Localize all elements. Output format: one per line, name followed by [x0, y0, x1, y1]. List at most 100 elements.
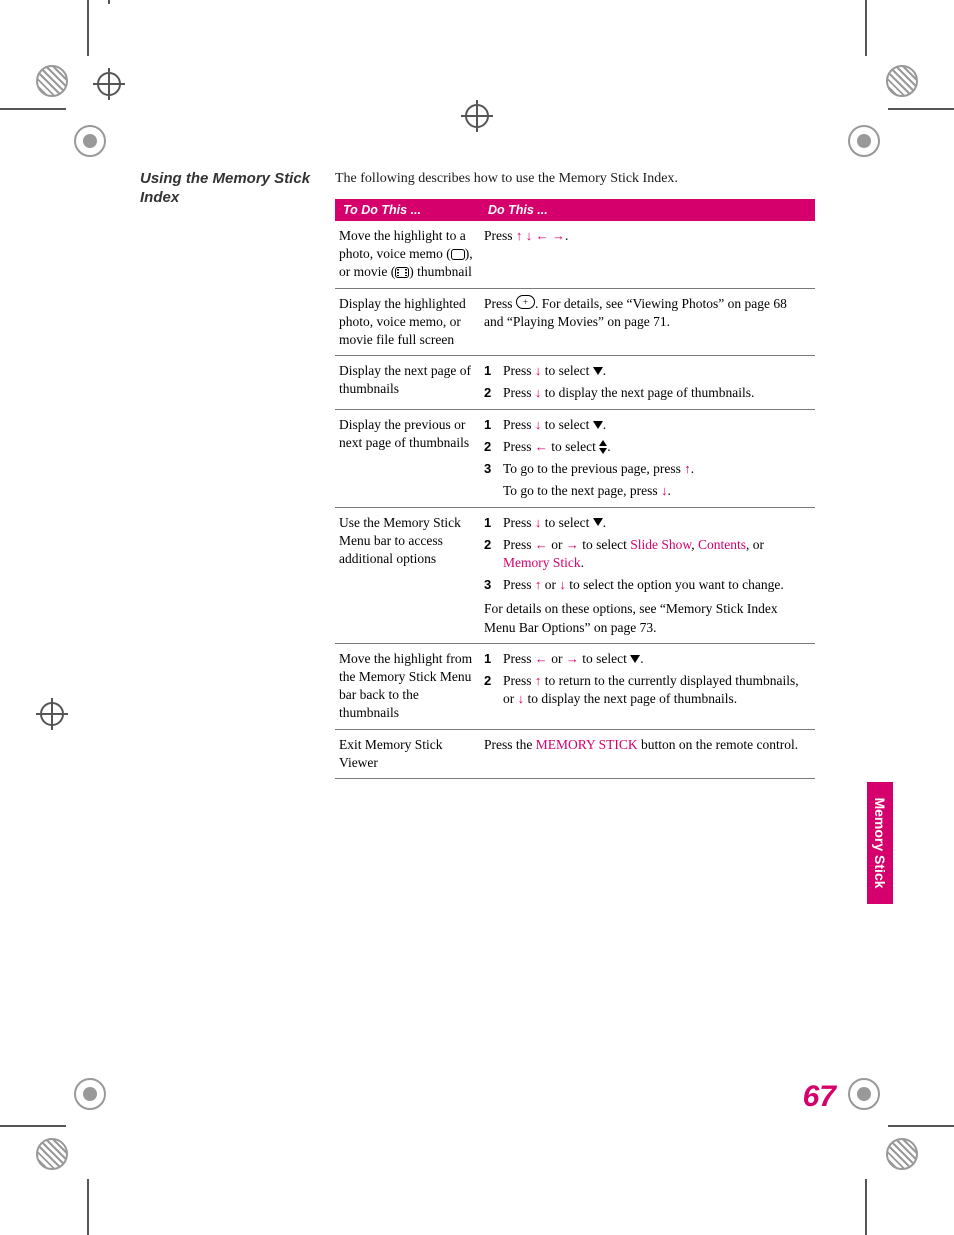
section-tab: Memory Stick — [867, 782, 893, 904]
step-item: 3 Press ↑ or ↓ to select the option you w… — [484, 576, 807, 594]
step-item: 1 Press ↓ to select . — [484, 362, 807, 380]
table-row: Display the highlighted photo, voice mem… — [335, 288, 815, 356]
intro-text: The following describes how to use the M… — [335, 170, 815, 189]
arrow-up-icon: ↑ — [684, 460, 691, 478]
triangle-down-icon — [593, 367, 603, 375]
arrow-down-icon: ↓ — [559, 576, 566, 594]
step-number: 3 — [484, 576, 498, 594]
action-cell: Press the MEMORY STICK button on the rem… — [480, 729, 815, 778]
arrow-up-icon: ↑ — [535, 576, 542, 594]
arrow-left-icon: ← — [535, 650, 548, 668]
note-text: For details on these options, see “Memor… — [484, 600, 807, 636]
step-number: 1 — [484, 416, 498, 434]
crop-line — [87, 1179, 89, 1235]
step-text: Press ↓ to select . — [503, 514, 807, 532]
step-number: 3 — [484, 460, 498, 478]
table-row: Exit Memory Stick ViewerPress the MEMORY… — [335, 729, 815, 778]
arrow-up-icon: ↑ — [535, 672, 542, 690]
step-number: 2 — [484, 672, 498, 708]
step-text: Press ← or → to select Slide Show, Conte… — [503, 536, 807, 572]
col-header-right: Do This ... — [480, 199, 815, 221]
task-cell: Display the highlighted photo, voice mem… — [335, 288, 480, 356]
step-number: 2 — [484, 384, 498, 402]
col-header-left: To Do This ... — [335, 199, 480, 221]
step-text: Press ↓ to select . — [503, 362, 807, 380]
action-text: Press +. For details, see “Viewing Photo… — [484, 295, 807, 331]
step-number: 1 — [484, 362, 498, 380]
section-heading: Using the Memory Stick Index — [140, 170, 325, 208]
crop-line — [865, 0, 867, 56]
crop-ornament — [886, 1138, 918, 1170]
step-text: Press ↑ to return to the currently displ… — [503, 672, 807, 708]
crop-line — [0, 108, 66, 110]
crop-ornament — [848, 1078, 880, 1110]
step-item: 2Press ← or → to select Slide Show, Cont… — [484, 536, 807, 572]
ui-reference: Memory Stick — [503, 555, 581, 570]
step-item: 2Press ↑ to return to the currently disp… — [484, 672, 807, 708]
action-cell: 1Press ← or → to select . 2Press ↑ to ret… — [480, 643, 815, 729]
crop-ornament — [886, 65, 918, 97]
step-text: Press ↓ to display the next page of thum… — [503, 384, 807, 402]
action-cell: Press ↑ ↓ ← →. — [480, 221, 815, 288]
registration-mark — [465, 104, 489, 128]
triangle-down-icon — [593, 421, 603, 429]
table-row: Move the highlight from the Memory Stick… — [335, 643, 815, 729]
task-cell: Move the highlight to a photo, voice mem… — [335, 221, 480, 288]
registration-mark — [40, 702, 64, 726]
step-item: 3 To go to the previous page, press ↑. — [484, 460, 807, 478]
instruction-table: To Do This ... Do This ... Move the high… — [335, 199, 815, 779]
step-item: 2 Press ← to select . — [484, 438, 807, 456]
step-number: 2 — [484, 536, 498, 572]
step-item: 1 Press ↓ to select . — [484, 416, 807, 434]
arrow-down-icon: ↓ — [535, 514, 542, 532]
step-item: 1 Press ↓ to select . — [484, 514, 807, 532]
step-item: 1Press ← or → to select . — [484, 650, 807, 668]
up-down-icon — [599, 440, 607, 454]
action-cell: Press +. For details, see “Viewing Photo… — [480, 288, 815, 356]
arrow-down-icon: ↓ — [661, 482, 668, 500]
step-number: 1 — [484, 514, 498, 532]
enter-button-icon: + — [516, 295, 535, 309]
step-text: To go to the previous page, press ↑. — [503, 460, 807, 478]
ui-reference: Slide Show — [630, 537, 691, 552]
arrow-down-icon: ↓ — [518, 690, 525, 708]
step-continuation: To go to the next page, press ↓. — [503, 482, 807, 500]
task-cell: Use the Memory Stick Menu bar to access … — [335, 507, 480, 643]
action-cell: 1 Press ↓ to select . 2 Press ← to select .… — [480, 409, 815, 507]
arrow-down-icon: ↓ — [535, 384, 542, 402]
step-number: 2 — [484, 438, 498, 456]
step-text: Press ↓ to select . — [503, 416, 807, 434]
table-row: Move the highlight to a photo, voice mem… — [335, 221, 815, 288]
table-row: Display the previous or next page of thu… — [335, 409, 815, 507]
table-row: Use the Memory Stick Menu bar to access … — [335, 507, 815, 643]
table-row: Display the next page of thumbnails1Pres… — [335, 356, 815, 409]
crop-ornament — [848, 125, 880, 157]
triangle-down-icon — [593, 518, 603, 526]
section-tab-label: Memory Stick — [872, 797, 888, 888]
movie-icon — [395, 267, 409, 278]
page-number: 67 — [803, 1080, 836, 1114]
arrow-left-icon: ← — [535, 536, 548, 554]
ui-reference: Contents — [698, 537, 746, 552]
arrow-left-icon: ← — [536, 227, 549, 245]
task-cell: Exit Memory Stick Viewer — [335, 729, 480, 778]
crop-line — [888, 108, 954, 110]
crop-ornament — [74, 1078, 106, 1110]
step-text: Press ← to select . — [503, 438, 807, 456]
step-item: 2 Press ↓ to display the next page of thu… — [484, 384, 807, 402]
arrow-up-icon: ↑ — [516, 227, 523, 245]
action-text: Press ↑ ↓ ← →. — [484, 227, 807, 245]
arrow-down-icon: ↓ — [535, 362, 542, 380]
crop-ornament — [36, 65, 68, 97]
arrow-right-icon: → — [566, 650, 579, 668]
arrow-right-icon: → — [552, 227, 565, 245]
arrow-down-icon: ↓ — [526, 227, 533, 245]
step-text: Press ↑ or ↓ to select the option you wa… — [503, 576, 807, 594]
triangle-down-icon — [630, 655, 640, 663]
action-cell: 1 Press ↓ to select . 2Press ← or → to sel… — [480, 507, 815, 643]
arrow-left-icon: ← — [535, 438, 548, 456]
crop-ornament — [74, 125, 106, 157]
crop-ornament — [36, 1138, 68, 1170]
registration-mark — [97, 72, 121, 96]
action-cell: 1 Press ↓ to select . 2 Press ↓ to display … — [480, 356, 815, 409]
